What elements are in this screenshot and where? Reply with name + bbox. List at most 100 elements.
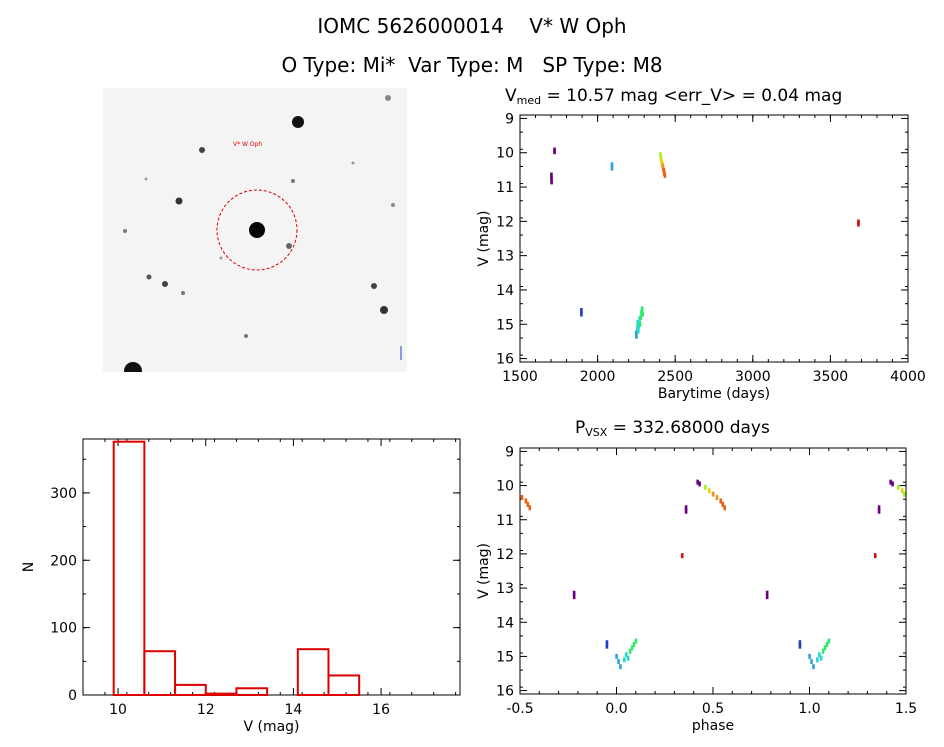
y-tick-label: 14: [496, 283, 514, 299]
data-point: [704, 484, 707, 490]
data-point: [526, 501, 530, 507]
data-point: [615, 653, 618, 659]
data-point: [623, 657, 626, 663]
histogram-bar: [235, 687, 269, 696]
x-tick-label: 1.0: [798, 701, 820, 717]
histogram-bar: [174, 683, 207, 697]
y-axis-label: V (mag): [476, 210, 492, 266]
y-tick-label: 10: [496, 479, 514, 495]
data-point: [816, 657, 819, 663]
x-tick-label: 10: [109, 702, 127, 718]
data-point: [580, 311, 583, 317]
lightcurve-chart: 1500 2000 2500 3000 3500 4000 9 10 11 12 13 14 15 16 B…: [476, 111, 926, 402]
star: [175, 197, 183, 205]
y-tick-label: 13: [496, 249, 514, 265]
data-point: [630, 645, 634, 651]
sky-image-canvas: V* W Oph: [123, 95, 402, 372]
data-point: [640, 306, 644, 312]
data-point: [900, 488, 904, 494]
star: [219, 256, 223, 260]
target-label: V* W Oph: [233, 141, 262, 148]
star: [181, 291, 185, 295]
histogram-bar: [204, 692, 238, 696]
data-point: [610, 162, 614, 168]
data-point: [550, 175, 553, 181]
y-tick-label: 11: [496, 513, 514, 529]
data-point: [877, 508, 881, 514]
star: [380, 306, 388, 314]
x-tick-label: 1.5: [895, 701, 917, 717]
data-point: [635, 325, 639, 331]
x-axis-label: V (mag): [243, 719, 299, 735]
data-point: [605, 640, 609, 646]
data-point: [663, 172, 667, 178]
data-point: [553, 149, 556, 155]
data-point: [891, 481, 894, 487]
y-tick-label: 15: [496, 649, 514, 665]
target-circle: [216, 189, 298, 271]
y-tick-label: 100: [50, 621, 77, 637]
y-tick-label: 12: [496, 214, 514, 230]
figure-subtitle: O Type: Mi* Var Type: M SP Type: M8: [281, 53, 663, 77]
histogram-bar: [112, 440, 146, 697]
y-tick-label: 16: [496, 352, 514, 368]
x-tick-label: -0.5: [506, 701, 533, 717]
data-point: [798, 640, 802, 646]
data-point: [723, 505, 726, 511]
histogram-chart: 10 12 14 16 0 100 200 300 V (mag) N: [21, 438, 461, 735]
data-point: [520, 495, 524, 501]
data-point: [524, 498, 528, 504]
phased-chart: -0.5 0.0 0.5 1.0 1.5 9 10 11 12 13 14 15 16 phase V (m…: [476, 444, 917, 734]
data-point: [684, 505, 688, 511]
data-point: [711, 491, 715, 497]
y-tick-label: 12: [496, 547, 514, 563]
data-point: [662, 168, 666, 174]
data-point: [889, 479, 892, 485]
y-tick-label: 9: [505, 111, 514, 127]
star: [146, 274, 152, 280]
data-point: [632, 641, 636, 647]
data-point: [624, 652, 628, 658]
data-point: [660, 160, 664, 166]
x-tick-label: 0.0: [605, 701, 627, 717]
data-point: [659, 151, 662, 157]
data-point: [877, 505, 881, 511]
x-tick-label: 14: [285, 702, 303, 718]
data-point: [637, 328, 640, 334]
y-tick-label: 13: [496, 581, 514, 597]
y-tick-label: 14: [496, 615, 514, 631]
data-point: [635, 333, 638, 339]
star: [286, 243, 292, 249]
data-point: [808, 653, 811, 659]
data-point: [634, 330, 638, 336]
data-point: [636, 320, 640, 326]
x-axis-label: Barytime (days): [658, 386, 770, 402]
data-point: [680, 553, 684, 559]
y-tick-label: 11: [496, 180, 514, 196]
star: [124, 362, 142, 372]
star: [244, 334, 248, 338]
y-tick-label: 0: [68, 688, 77, 704]
plot-frame: [519, 114, 909, 363]
star: [144, 177, 148, 181]
star: [162, 281, 168, 287]
data-point: [719, 498, 723, 504]
data-point: [857, 221, 860, 227]
y-axis-label: V (mag): [476, 543, 492, 599]
figure-title: IOMC 5626000014 V* W Oph: [317, 14, 627, 38]
histogram-bar: [327, 674, 361, 697]
data-point: [550, 179, 553, 185]
data-point: [638, 321, 642, 327]
plot-frame: [82, 438, 461, 696]
data-point: [902, 491, 906, 497]
plot-frame: [519, 447, 907, 695]
x-tick-label: 4000: [890, 369, 926, 385]
x-axis-label: phase: [692, 718, 734, 734]
x-tick-label: 12: [197, 702, 215, 718]
data-point: [765, 594, 769, 600]
data-point: [628, 648, 632, 654]
histogram-bar: [296, 648, 330, 696]
histogram-bar: [143, 650, 177, 696]
data-point: [528, 505, 532, 511]
data-point: [707, 488, 711, 494]
